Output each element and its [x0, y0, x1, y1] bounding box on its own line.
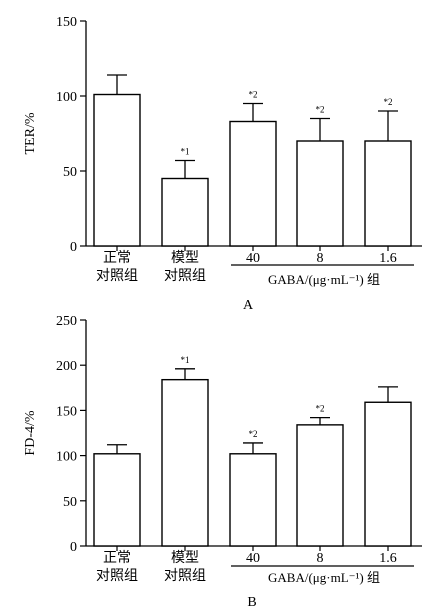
x-tick-label: 正常 — [103, 250, 131, 266]
y-tick-label: 100 — [56, 90, 77, 105]
y-tick-label: 150 — [56, 15, 77, 30]
y-tick-label: 100 — [56, 450, 77, 465]
x-tick-label: 40 — [246, 251, 260, 266]
x-tick-label: 正常 — [103, 550, 131, 566]
group-label: GABA/(μg·mL⁻¹) 组 — [268, 570, 380, 585]
x-tick-label: 对照组 — [164, 268, 206, 284]
y-axis-label: TER/% — [23, 112, 38, 154]
significance-label: *2 — [316, 404, 325, 414]
y-tick-label: 50 — [63, 495, 77, 510]
x-tick-label: 对照组 — [164, 568, 206, 584]
x-tick-label: 8 — [317, 251, 324, 266]
x-tick-label: 1.6 — [379, 251, 397, 266]
y-tick-label: 250 — [56, 314, 77, 329]
bar — [161, 177, 209, 247]
x-tick-label: 40 — [246, 551, 260, 566]
y-tick-label: 200 — [56, 359, 77, 374]
x-tick-label: 1.6 — [379, 551, 397, 566]
bar — [364, 140, 412, 247]
y-tick-label: 50 — [63, 165, 77, 180]
x-tick-label: 模型 — [171, 250, 199, 266]
significance-label: *2 — [249, 429, 258, 439]
significance-label: *2 — [249, 90, 258, 100]
significance-label: *1 — [181, 147, 190, 157]
x-tick-label: 模型 — [171, 550, 199, 566]
x-tick-label: 8 — [317, 551, 324, 566]
x-tick-label: 对照组 — [96, 268, 138, 284]
significance-label: *2 — [316, 105, 325, 115]
bar — [161, 378, 209, 547]
y-tick-label: 0 — [70, 540, 77, 555]
bar — [93, 453, 141, 547]
panel-label: A — [243, 298, 254, 313]
group-label: GABA/(μg·mL⁻¹) 组 — [268, 272, 380, 287]
y-tick-label: 150 — [56, 404, 77, 419]
x-tick-label: 对照组 — [96, 568, 138, 584]
bar — [229, 120, 277, 247]
bar — [296, 424, 344, 547]
bar — [364, 401, 412, 547]
panel-label: B — [247, 595, 256, 610]
y-tick-label: 0 — [70, 240, 77, 255]
y-axis-label: FD-4/% — [23, 410, 38, 455]
bar — [93, 93, 141, 247]
bar — [229, 453, 277, 547]
bar — [296, 140, 344, 247]
significance-label: *2 — [384, 97, 393, 107]
significance-label: *1 — [181, 355, 190, 365]
